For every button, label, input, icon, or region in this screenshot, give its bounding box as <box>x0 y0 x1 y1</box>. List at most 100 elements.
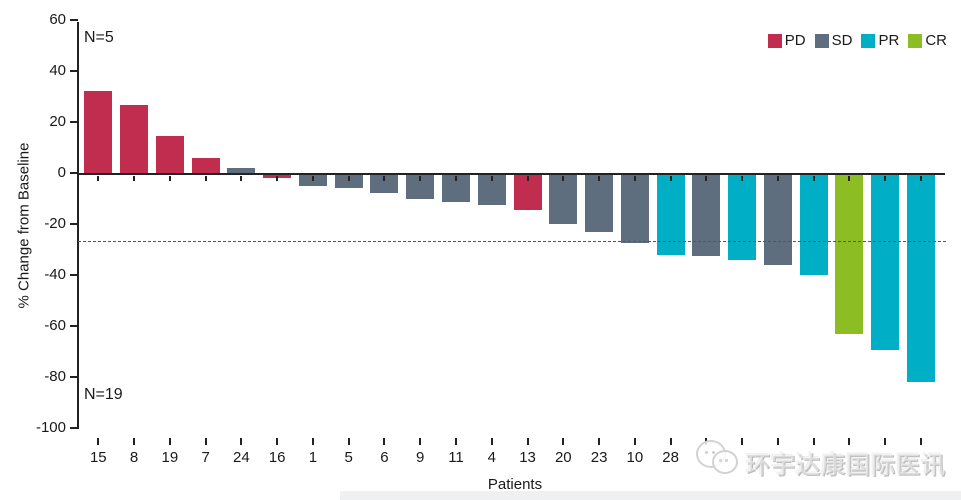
x-tick-label: 1 <box>308 449 318 466</box>
patient-bar <box>835 175 864 334</box>
x-tick <box>347 438 350 445</box>
x-tick <box>383 438 386 445</box>
x-tick <box>920 176 922 181</box>
patient-bar <box>120 105 149 173</box>
x-tick <box>669 176 672 181</box>
x-tick <box>133 438 136 445</box>
x-tick-label: 9 <box>416 449 425 466</box>
patient-bar <box>871 175 900 351</box>
x-tick <box>276 438 279 445</box>
watermark: 环宇达康国际医讯 <box>694 440 954 480</box>
patient-bar <box>334 175 363 189</box>
bubble-eye-icon <box>725 459 728 462</box>
bubble-eye-icon <box>705 451 708 454</box>
patient-bar <box>84 91 113 173</box>
x-tick <box>526 176 529 181</box>
patient-bar <box>155 136 184 173</box>
x-tick <box>633 176 636 181</box>
patient-bar <box>620 175 649 244</box>
patient-bar <box>692 175 721 256</box>
y-tick <box>70 19 78 21</box>
y-tick-label: 60 <box>49 11 66 28</box>
x-axis-title: Patients <box>487 476 543 493</box>
y-tick-label: -60 <box>44 317 66 334</box>
x-tick <box>490 438 493 445</box>
patient-bar <box>370 175 399 194</box>
legend-item-pd: PD <box>767 32 806 49</box>
x-tick <box>884 438 887 445</box>
x-tick-label: 28 <box>662 449 679 466</box>
x-tick <box>97 176 100 181</box>
x-tick <box>240 176 243 181</box>
x-tick <box>204 176 207 181</box>
x-tick-label: 13 <box>519 449 536 466</box>
x-tick <box>455 438 457 445</box>
x-tick-label: 16 <box>268 449 286 466</box>
x-tick <box>562 438 565 445</box>
patient-bar <box>191 157 220 173</box>
y-tick-label: -80 <box>44 368 66 385</box>
x-tick <box>920 438 922 445</box>
x-tick <box>240 438 243 445</box>
response-threshold-dashed-line <box>78 241 946 242</box>
watermark-text: 环宇达康国际医讯 <box>746 452 946 479</box>
x-tick <box>812 176 815 181</box>
x-tick <box>598 176 601 181</box>
x-tick-label: 6 <box>380 449 389 466</box>
legend-item-sd: SD <box>814 32 853 49</box>
legend-item-pr: PR <box>861 32 899 49</box>
x-tick-label: 19 <box>161 449 179 466</box>
y-tick-label: -20 <box>44 215 66 232</box>
x-tick <box>633 438 636 445</box>
legend-swatch-sd <box>814 33 829 48</box>
x-tick-label: 24 <box>233 449 250 466</box>
y-tick-label: 0 <box>57 164 66 181</box>
patient-bar <box>799 175 828 275</box>
patient-bar <box>656 175 685 255</box>
y-tick <box>70 274 78 276</box>
x-tick <box>311 438 314 445</box>
legend-label: SD <box>831 32 853 49</box>
legend-swatch-cr <box>908 33 923 48</box>
y-tick-label: 20 <box>49 113 66 130</box>
y-tick <box>70 70 78 72</box>
x-tick <box>848 176 851 181</box>
y-tick-label: -40 <box>44 266 66 283</box>
patient-bar <box>227 167 256 173</box>
x-tick <box>848 438 851 445</box>
x-tick <box>741 438 744 445</box>
x-tick <box>97 438 100 445</box>
x-tick <box>347 176 350 181</box>
x-tick <box>204 438 207 445</box>
y-tick <box>70 172 78 174</box>
legend-label: PR <box>878 32 900 49</box>
x-tick <box>562 176 565 181</box>
x-tick <box>455 176 457 181</box>
y-tick <box>70 223 78 225</box>
x-tick <box>776 438 779 445</box>
legend-label: PD <box>784 32 806 49</box>
legend-label: CR <box>925 32 947 49</box>
patient-bar <box>585 175 614 232</box>
y-tick <box>70 121 78 123</box>
x-tick <box>598 438 601 445</box>
x-tick-label: 5 <box>344 449 353 466</box>
x-tick <box>812 438 815 445</box>
x-tick-label: 11 <box>448 449 464 466</box>
x-tick <box>311 176 314 181</box>
y-tick-label: 40 <box>49 62 66 79</box>
x-tick <box>776 176 779 181</box>
y-tick <box>70 427 78 429</box>
x-tick-label: 15 <box>89 449 107 466</box>
patient-bar <box>549 175 578 224</box>
x-tick-label: 8 <box>129 449 139 466</box>
x-tick-label: 23 <box>590 449 608 466</box>
x-axis-zero-line <box>77 173 945 175</box>
x-tick <box>705 176 708 181</box>
patient-bar <box>406 175 435 199</box>
x-tick <box>741 176 744 181</box>
bubble-eye-icon <box>712 451 715 454</box>
x-tick <box>168 438 171 445</box>
chat-bubble-icon <box>712 450 738 474</box>
